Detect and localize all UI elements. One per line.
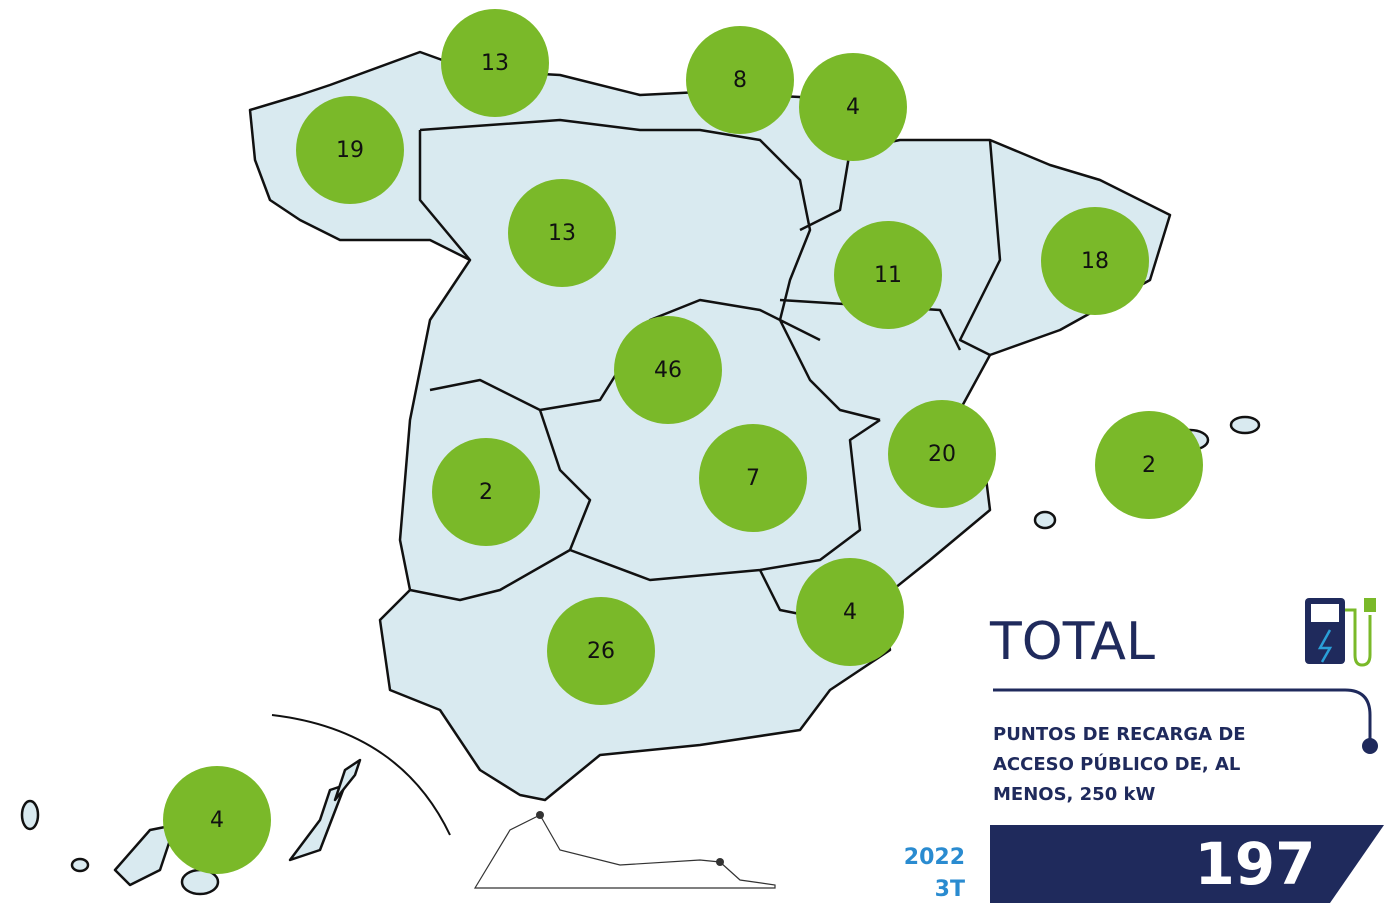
total-band [990, 825, 1384, 903]
region-bubble [888, 400, 996, 508]
charger-icon [1305, 598, 1376, 667]
region-bubble [441, 9, 549, 117]
region-bubble [1095, 411, 1203, 519]
connector [993, 688, 1372, 745]
menorca [1229, 415, 1261, 435]
region-value: 4 [210, 808, 224, 833]
inset-arc [271, 714, 451, 836]
total-title: TOTAL [989, 612, 1155, 672]
region-bubble [547, 597, 655, 705]
island [113, 823, 177, 887]
region-bubble [834, 221, 942, 329]
connector-dot [1362, 738, 1378, 754]
region-value: 11 [874, 263, 902, 288]
spain-map [20, 50, 1261, 896]
island [70, 857, 90, 873]
region-value: 20 [928, 442, 956, 467]
region-value: 2 [1142, 453, 1156, 478]
region-bubble [614, 316, 722, 424]
region-value: 46 [654, 358, 682, 383]
region-value: 26 [587, 639, 615, 664]
island [20, 799, 40, 831]
year: 2022 [904, 845, 965, 870]
region-bubble [296, 96, 404, 204]
region-bubble [699, 424, 807, 532]
region-bubble [163, 766, 271, 874]
region-value: 13 [481, 51, 509, 76]
region-bubble [686, 26, 794, 134]
region-value: 8 [733, 68, 747, 93]
region-value: 4 [846, 95, 860, 120]
region-value: 7 [746, 466, 760, 491]
region-value: 4 [843, 600, 857, 625]
ibiza [1033, 510, 1057, 530]
region-bubble [432, 438, 540, 546]
melilla [716, 858, 724, 866]
region-value: 18 [1081, 249, 1109, 274]
region-bubble [799, 53, 907, 161]
region-value: 19 [336, 138, 364, 163]
island [288, 783, 347, 862]
island [333, 758, 362, 802]
total-subtitle: PUNTOS DE RECARGA DE ACCESO PÚBLICO DE, … [993, 724, 1246, 805]
quarter: 3T [935, 877, 965, 902]
total-value: 197 [1194, 830, 1315, 898]
ceuta [536, 811, 544, 819]
region-bubble [1041, 207, 1149, 315]
ceuta-melilla-inset [473, 814, 776, 889]
region-bubble [796, 558, 904, 666]
region-bubble [508, 179, 616, 287]
region-value: 13 [548, 221, 576, 246]
region-value: 2 [479, 480, 493, 505]
